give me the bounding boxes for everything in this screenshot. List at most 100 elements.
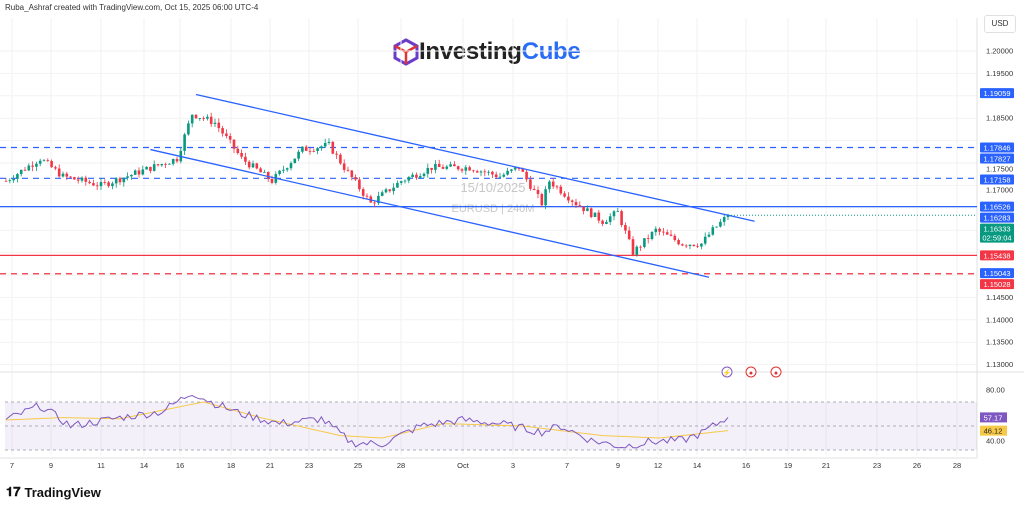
candle-body [472, 170, 475, 172]
candle-body [631, 239, 635, 255]
candle-body [513, 167, 517, 170]
price-tag-bg [980, 153, 1014, 164]
candle-body [707, 234, 711, 237]
x-tick-label: 26 [913, 461, 921, 470]
candle-body [156, 164, 160, 166]
candle-body [616, 211, 620, 212]
candle-body [563, 193, 566, 197]
price-tag: 1.16526 [983, 203, 1010, 212]
candle-body [190, 114, 194, 124]
y-tick-label: 1.17000 [986, 185, 1013, 194]
candle-body [304, 146, 308, 151]
candle-body [168, 163, 171, 165]
event-icon [721, 366, 733, 378]
candle-body [19, 169, 23, 175]
candle-body [12, 178, 15, 181]
candle-body [171, 158, 175, 164]
candle-body [149, 166, 152, 171]
candle-body [479, 171, 483, 173]
rsi-ma-tag: 46.12 [984, 427, 1003, 436]
candle-body [388, 189, 392, 192]
candle-body [384, 189, 388, 193]
candle-body [350, 170, 354, 178]
x-tick-label: 21 [822, 461, 830, 470]
candle-body [681, 244, 684, 246]
candle-body [209, 116, 213, 124]
price-tag: 1.17158 [983, 175, 1010, 184]
candle-body [8, 180, 12, 182]
candle-body [696, 245, 699, 247]
x-tick-label: 12 [654, 461, 662, 470]
candle-body [289, 163, 293, 169]
candle-body [194, 114, 198, 119]
event-icon-glyph: ● [749, 370, 753, 377]
x-tick-label: 25 [354, 461, 362, 470]
candle-body [434, 163, 437, 170]
countdown-label: 02:59:04 [982, 234, 1011, 243]
candle-body [187, 123, 190, 135]
candle-body [133, 170, 137, 175]
candle-body [654, 228, 658, 233]
candle-body [684, 245, 688, 247]
candle-body [84, 177, 88, 182]
tradingview-logo: 𝟏𝟕 TradingView [6, 484, 101, 500]
candle-body [601, 220, 604, 224]
candle-body [217, 122, 221, 129]
candle-body [620, 211, 623, 226]
candle-body [555, 186, 559, 188]
candle-body [232, 139, 236, 149]
candle-body [285, 168, 289, 170]
candle-body [453, 164, 456, 167]
candle-body [23, 169, 27, 171]
candle-body [251, 163, 255, 168]
candle-body [244, 156, 247, 162]
candle-body [711, 227, 715, 235]
last-price-tag-bg [980, 223, 1014, 243]
candle-body [69, 176, 72, 178]
channel-line-upper [195, 93, 755, 222]
candle-body [643, 238, 646, 247]
candle-body [35, 163, 38, 167]
rsi-y-tick: 40.00 [986, 437, 1005, 446]
y-tick-label: 1.14500 [986, 293, 1013, 302]
y-tick-label: 1.19500 [986, 69, 1013, 78]
candle-body [236, 148, 240, 154]
candle-body [308, 150, 312, 152]
candle-body [141, 169, 145, 175]
candle-body [240, 153, 243, 157]
last-price-label: 1.16333 [983, 225, 1010, 234]
x-tick-label: 19 [784, 461, 792, 470]
candle-body [441, 166, 445, 169]
candle-body [259, 168, 262, 173]
candle-body [354, 177, 357, 180]
candle-body [76, 179, 80, 181]
candle-body [468, 167, 471, 171]
candle-body [437, 163, 441, 167]
candle-body [365, 195, 369, 197]
candle-body [346, 169, 350, 171]
candle-body [426, 167, 430, 174]
price-tag: 1.15028 [983, 280, 1010, 289]
x-tick-label: 18 [227, 461, 235, 470]
candle-body [715, 226, 718, 228]
x-tick-label: 7 [10, 461, 14, 470]
price-chart[interactable]: 15/10/2025 EURUSD | 240M 7 9 11 14 16 18 21 23 25 2… [0, 0, 1024, 480]
price-tag: 1.15438 [983, 251, 1010, 260]
candle-body [635, 246, 639, 255]
candle-body [449, 164, 452, 167]
price-tag-bg [980, 201, 1014, 212]
candle-body [361, 189, 365, 196]
rsi-value-tag: 57.17 [984, 413, 1003, 422]
candle-body [403, 180, 407, 182]
candle-body [726, 215, 730, 218]
candle-body [392, 187, 395, 192]
candle-body [247, 161, 251, 168]
price-tag-bg [980, 88, 1014, 99]
candle-body [608, 216, 612, 222]
candle-body [540, 194, 544, 206]
candle-body [719, 221, 722, 227]
candle-body [506, 170, 509, 175]
currency-button[interactable]: USD [984, 15, 1016, 33]
x-tick-label: 11 [97, 461, 105, 470]
candle-body [54, 167, 57, 169]
